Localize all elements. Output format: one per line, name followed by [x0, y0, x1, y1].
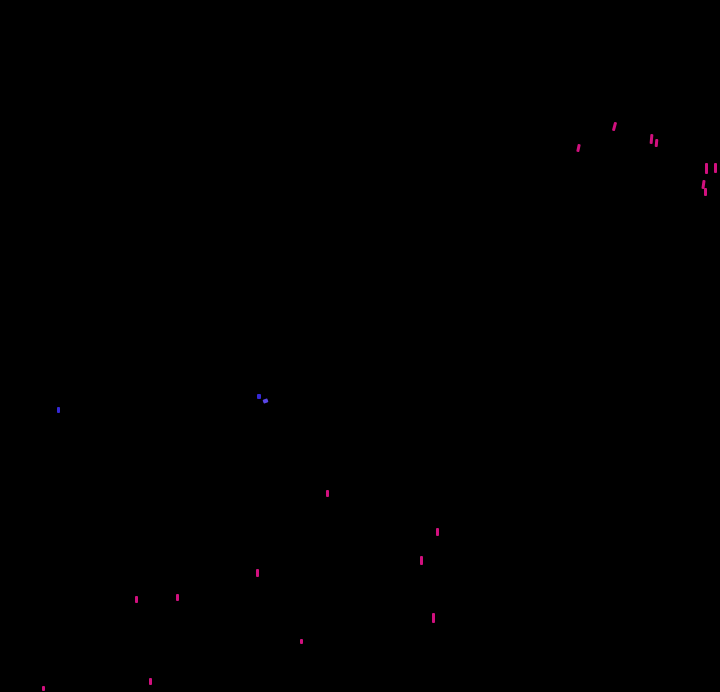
fragment-mid-4	[256, 569, 259, 577]
fragment-low-2	[176, 594, 179, 601]
fragment-mid-3	[420, 556, 423, 565]
fragment-bottom-1	[149, 678, 152, 685]
fragment-mid-2	[436, 528, 439, 536]
fragment-topright-3a	[649, 133, 654, 145]
fragment-topright-1	[611, 121, 618, 132]
fragment-rightedge-1b	[714, 163, 717, 173]
fragment-topright-3b	[654, 138, 659, 148]
fragment-low-1	[135, 596, 138, 603]
fragment-blue-left	[57, 407, 60, 413]
fragment-rightedge-2b	[704, 188, 707, 196]
fragment-blue-mid-a	[257, 394, 261, 399]
fragment-low-3	[432, 613, 435, 623]
fragment-mid-1	[326, 490, 329, 497]
fragment-rightedge-1a	[705, 163, 708, 174]
fragment-topright-2	[576, 143, 581, 153]
fragment-low-4	[300, 639, 303, 644]
fragment-bottom-2	[42, 686, 45, 691]
fragment-blue-mid-b	[262, 398, 269, 404]
